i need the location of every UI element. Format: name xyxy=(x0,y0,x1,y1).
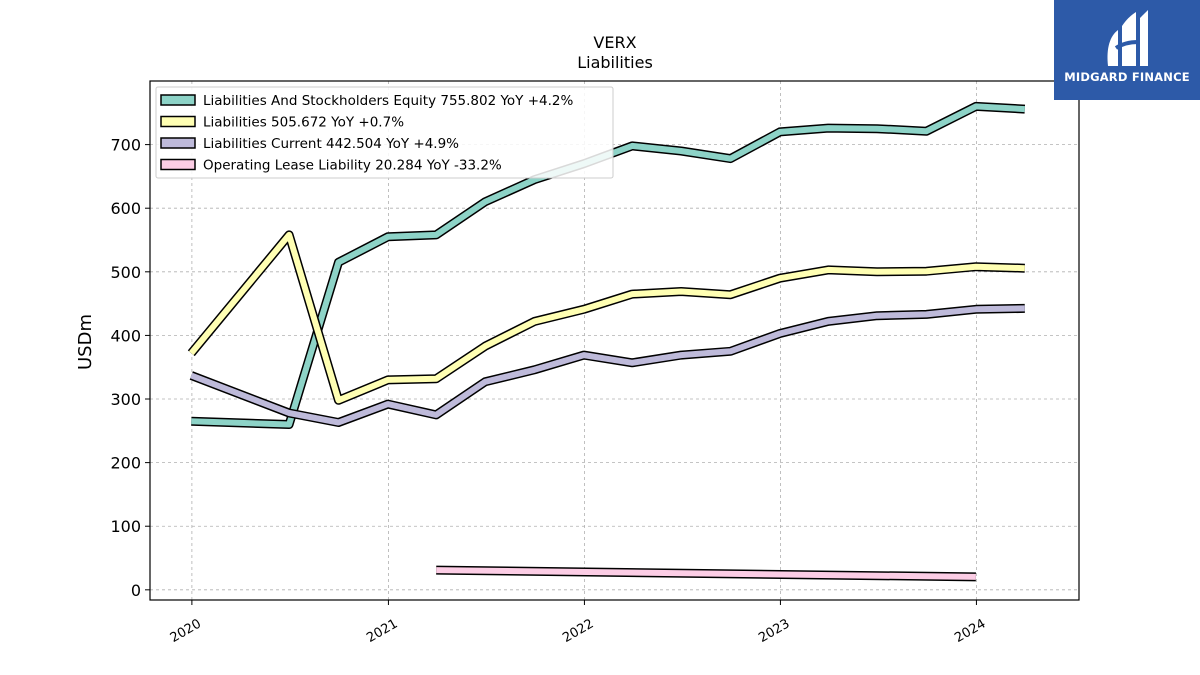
legend-label: Liabilities Current 442.504 YoY +4.9% xyxy=(203,136,459,152)
series-3 xyxy=(189,303,1025,427)
series-layer xyxy=(187,101,1026,582)
brand-logo: MIDGARD FINANCE xyxy=(1054,0,1200,100)
series-line xyxy=(188,231,1025,404)
x-tick-label: 2022 xyxy=(560,616,596,646)
y-axis: 0 100 200 300 400 500 600 700 xyxy=(110,136,150,600)
y-axis-label: USDm xyxy=(75,314,96,370)
y-tick-label: 200 xyxy=(110,454,141,473)
y-tick-label: 500 xyxy=(110,263,141,282)
series-line xyxy=(190,305,1025,426)
series-line xyxy=(191,103,1025,428)
y-tick-label: 400 xyxy=(110,326,141,345)
series-line xyxy=(436,567,976,580)
y-tick-label: 0 xyxy=(131,581,141,600)
brand-mark-icon xyxy=(1107,10,1148,66)
y-tick-label: 600 xyxy=(110,199,141,218)
series-1 xyxy=(191,101,1026,429)
x-tick-label: 2020 xyxy=(168,616,204,646)
legend-swatch xyxy=(160,137,196,149)
chart-title: VERX xyxy=(593,33,636,52)
legend-swatch xyxy=(160,158,196,171)
legend-swatch xyxy=(160,115,196,128)
x-tick-label: 2023 xyxy=(756,616,792,646)
y-tick-label: 300 xyxy=(110,390,141,409)
chart-subtitle: Liabilities xyxy=(577,53,653,72)
brand-name: MIDGARD FINANCE xyxy=(1064,70,1190,84)
x-axis: 2020 2021 2022 2023 2024 xyxy=(168,600,988,646)
legend: Liabilities And Stockholders Equity 755.… xyxy=(155,86,614,179)
x-tick-label: 2021 xyxy=(364,616,400,646)
y-tick-label: 100 xyxy=(110,517,141,536)
legend-box xyxy=(155,86,614,179)
series-4 xyxy=(436,565,976,582)
series-2 xyxy=(187,230,1025,405)
x-tick-label: 2024 xyxy=(952,616,988,646)
y-tick-label: 700 xyxy=(110,136,141,155)
legend-label: Liabilities And Stockholders Equity 755.… xyxy=(203,93,573,109)
legend-swatch xyxy=(160,94,196,106)
legend-label: Operating Lease Liability 20.284 YoY -33… xyxy=(203,158,502,174)
legend-label: Liabilities 505.672 YoY +0.7% xyxy=(203,115,404,131)
plot-frame xyxy=(149,80,1080,601)
